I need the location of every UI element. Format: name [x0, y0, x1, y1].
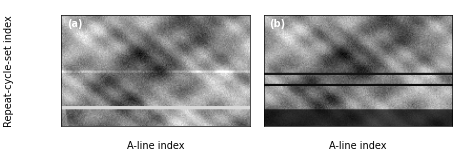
Text: A-line index: A-line index — [127, 141, 184, 151]
Text: (a): (a) — [67, 19, 82, 29]
Text: (b): (b) — [269, 19, 285, 29]
Text: A-line index: A-line index — [329, 141, 387, 151]
Text: Repeat-cycle-set index: Repeat-cycle-set index — [4, 15, 15, 127]
